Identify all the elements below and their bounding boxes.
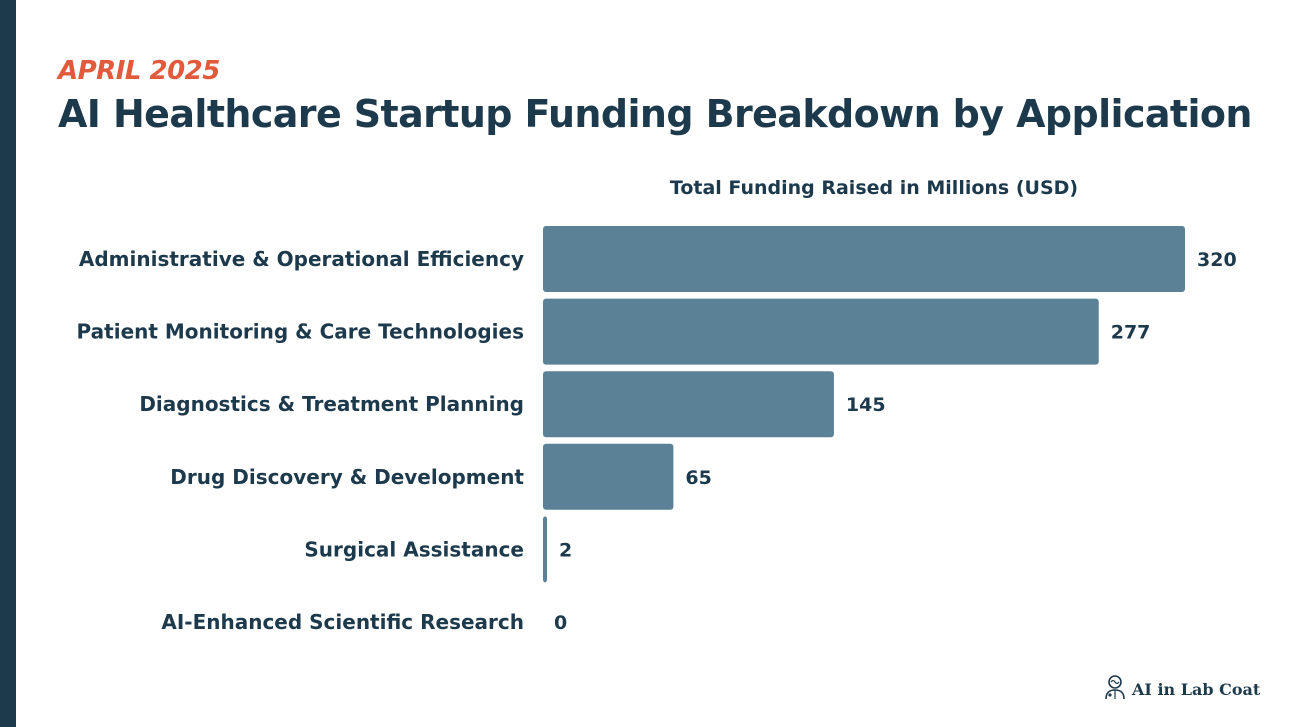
date-eyebrow: APRIL 2025 <box>58 56 220 86</box>
bar-administrative-and-operational-efficiency <box>543 226 1185 292</box>
doctor-brain-icon <box>1102 674 1128 704</box>
value-label-patient-monitoring-and-care-technologies: 277 <box>1111 322 1151 344</box>
bar-diagnostics-and-treatment-planning <box>543 371 834 438</box>
category-label-diagnostics-and-treatment-planning: Diagnostics & Treatment Planning <box>139 392 524 416</box>
bar-patient-monitoring-and-care-technologies <box>543 298 1099 365</box>
category-label-patient-monitoring-and-care-technologies: Patient Monitoring & Care Technologies <box>77 320 524 344</box>
brand-logo: AI in Lab Coat <box>1102 674 1260 704</box>
value-label-administrative-and-operational-efficiency: 320 <box>1197 249 1237 271</box>
sidebar-stripe <box>0 0 16 727</box>
value-label-diagnostics-and-treatment-planning: 145 <box>846 394 886 416</box>
bar-surgical-assistance <box>543 516 548 583</box>
category-label-ai-enhanced-scientific-research: AI-Enhanced Scientific Research <box>161 610 524 634</box>
category-label-drug-discovery-and-development: Drug Discovery & Development <box>170 465 524 489</box>
brand-name: AI in Lab Coat <box>1132 679 1261 699</box>
category-label-surgical-assistance: Surgical Assistance <box>304 537 524 561</box>
bars-group: Administrative & Operational Efficiency 3… <box>77 226 1237 634</box>
page-title: AI Healthcare Startup Funding Breakdown … <box>58 92 1252 136</box>
chart-axis-title: Total Funding Raised in Millions (USD) <box>670 177 1078 199</box>
bar-drug-discovery-and-development <box>543 443 674 510</box>
value-label-drug-discovery-and-development: 65 <box>685 467 711 489</box>
value-label-surgical-assistance: 2 <box>559 539 572 561</box>
category-label-administrative-and-operational-efficiency: Administrative & Operational Efficiency <box>79 247 524 271</box>
value-label-ai-enhanced-scientific-research: 0 <box>554 612 567 634</box>
